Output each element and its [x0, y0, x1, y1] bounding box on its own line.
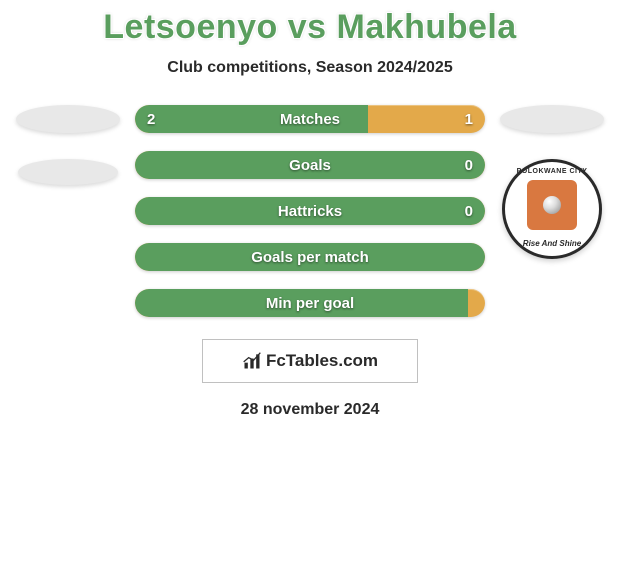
stat-value-right: 1	[465, 111, 473, 128]
main-area: Matches 2 1 Goals 0 Hattricks 0 Goals per match…	[0, 105, 620, 317]
badge-bottom-text: Rise And Shine	[523, 239, 581, 248]
left-player-badge-placeholder	[18, 159, 118, 185]
ball-icon	[543, 196, 561, 214]
left-player-col	[13, 105, 123, 211]
badge-inner-icon	[527, 180, 577, 230]
source-logo-text: FcTables.com	[266, 351, 378, 371]
stat-label: Matches	[280, 111, 340, 128]
stat-bar: Hattricks 0	[135, 197, 485, 225]
stat-label: Goals	[289, 157, 331, 174]
stat-label: Goals per match	[251, 249, 369, 266]
stat-bar: Min per goal	[135, 289, 485, 317]
right-player-avatar	[500, 105, 604, 133]
stat-label: Min per goal	[266, 295, 354, 312]
stat-bar: Matches 2 1	[135, 105, 485, 133]
comparison-card: Letsoenyo vs Makhubela Club competitions…	[0, 0, 620, 427]
badge-top-text: POLOKWANE CITY	[517, 168, 588, 175]
left-player-avatar	[16, 105, 120, 133]
date-label: 28 november 2024	[0, 401, 620, 419]
right-club-badge: POLOKWANE CITY Rise And Shine	[502, 159, 602, 259]
stat-value-right: 0	[465, 203, 473, 220]
stat-bar: Goals 0	[135, 151, 485, 179]
right-player-col: POLOKWANE CITY Rise And Shine	[497, 105, 607, 259]
chart-icon	[242, 351, 262, 371]
stats-bars: Matches 2 1 Goals 0 Hattricks 0 Goals per match…	[135, 105, 485, 317]
stat-label: Hattricks	[278, 203, 342, 220]
stat-bar: Goals per match	[135, 243, 485, 271]
stat-value-right: 0	[465, 157, 473, 174]
source-logo-box[interactable]: FcTables.com	[202, 339, 418, 383]
stat-value-left: 2	[147, 111, 155, 128]
subtitle: Club competitions, Season 2024/2025	[0, 59, 620, 77]
page-title: Letsoenyo vs Makhubela	[0, 8, 620, 47]
